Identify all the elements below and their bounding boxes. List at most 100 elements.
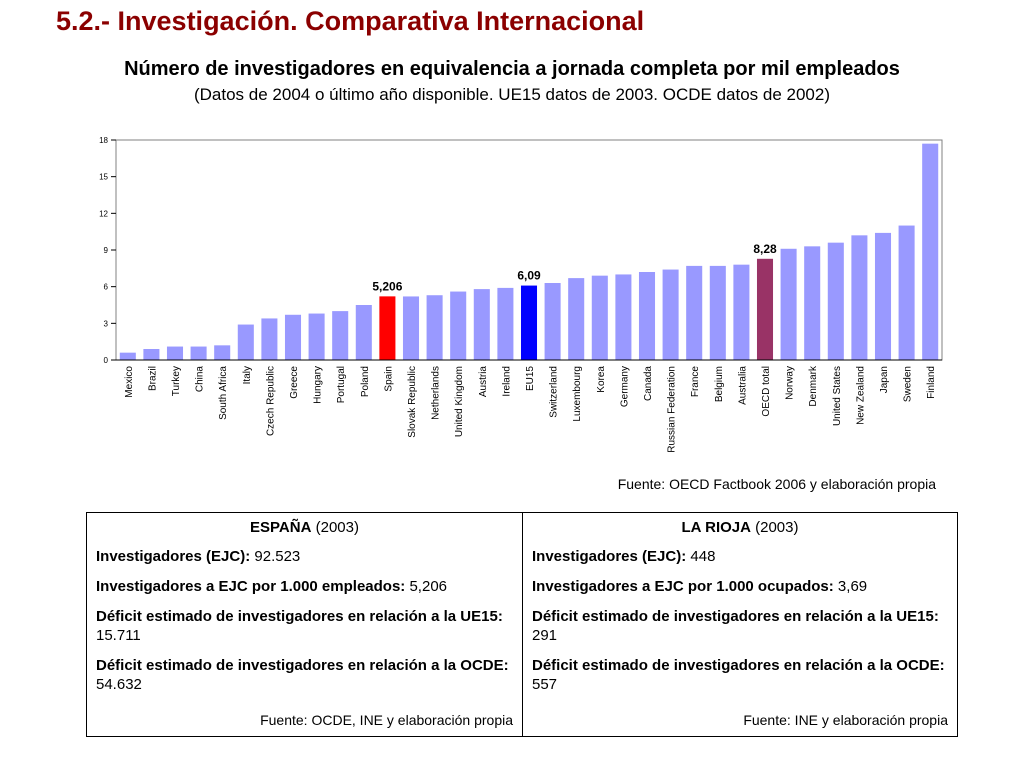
x-tick-label: Mexico (124, 366, 135, 398)
row-label: Déficit estimado de investigadores en re… (96, 608, 503, 625)
rioja-header-year: (2003) (750, 519, 799, 536)
row-label: Investigadores (EJC): (532, 548, 687, 565)
spain-row-deficit-oecd: Déficit estimado de investigadores en re… (96, 656, 513, 694)
row-value: 291 (532, 627, 558, 644)
x-tick-label: Norway (785, 366, 796, 400)
x-tick-label: Italy (242, 366, 253, 384)
rioja-header-name: LA RIOJA (681, 519, 751, 536)
row-label: Investigadores a EJC por 1.000 ocupados: (532, 578, 834, 595)
bar (190, 346, 207, 360)
y-tick-label: 18 (99, 136, 108, 145)
bar (922, 143, 939, 360)
x-tick-label: Slovak Republic (407, 366, 418, 438)
bar (827, 242, 844, 360)
x-tick-label: Finland (926, 366, 937, 399)
x-tick-label: Switzerland (549, 366, 560, 418)
bar (497, 287, 514, 360)
rioja-row-deficit-oecd: Déficit estimado de investigadores en re… (532, 656, 948, 694)
x-tick-label: South Africa (218, 366, 229, 420)
y-tick-label: 0 (104, 356, 109, 365)
data-label: 8,28 (753, 242, 777, 256)
bar (874, 232, 892, 360)
x-tick-label: Sweden (903, 366, 914, 402)
bar (355, 305, 372, 360)
rioja-source: Fuente: INE y elaboración propia (743, 712, 948, 728)
bar (450, 291, 467, 360)
x-tick-label: Denmark (808, 365, 819, 407)
bar-chart: 0 3 6 9 12 15 18 Mexico Brazil Turkey China South A… (99, 136, 943, 453)
bar (615, 274, 632, 360)
bar (780, 248, 797, 360)
chart-title: Número de investigadores en equivalencia… (124, 58, 900, 80)
bar (709, 265, 726, 360)
x-tick-label: Poland (360, 366, 371, 397)
x-tick-label: Spain (383, 366, 394, 392)
bar (261, 318, 278, 360)
row-value: 92.523 (250, 548, 301, 565)
x-tick-label: Netherlands (431, 366, 442, 420)
spain-row-deficit-eu15: Déficit estimado de investigadores en re… (96, 607, 513, 645)
row-label: Déficit estimado de investigadores en re… (96, 657, 509, 674)
bar (332, 311, 349, 360)
rioja-header: LA RIOJA (2003) (532, 518, 948, 537)
bar (686, 265, 703, 360)
slide-title: 5.2.- Investigación. Comparativa Interna… (56, 6, 645, 36)
bar (756, 258, 774, 360)
x-tick-label: United Kingdom (454, 366, 465, 437)
x-tick-label: Greece (289, 366, 300, 399)
row-label: Investigadores (EJC): (96, 548, 251, 565)
data-label: 6,09 (517, 269, 541, 283)
x-tick-label: Canada (643, 366, 654, 401)
x-tick-label: Brazil (147, 366, 158, 391)
bar (638, 272, 656, 360)
x-tick-label: United States (832, 366, 843, 426)
x-tick-label: Luxembourg (572, 366, 583, 422)
bar (426, 295, 443, 360)
x-tick-label: OECD total (761, 366, 772, 417)
row-value: 54.632 (96, 676, 142, 693)
y-tick-label: 12 (99, 209, 108, 218)
x-tick-label: Belgium (714, 366, 725, 402)
x-tick-label: Portugal (336, 366, 347, 403)
bar (119, 352, 136, 360)
x-tick-label: Russian Federation (667, 366, 678, 453)
x-tick-label: Korea (596, 366, 607, 393)
row-value: 3,69 (833, 578, 868, 595)
bar (214, 345, 231, 360)
spain-source: Fuente: OCDE, INE y elaboración propia (260, 712, 513, 728)
x-tick-label: Czech Republic (265, 366, 276, 436)
x-tick-label: France (690, 366, 701, 398)
spain-header-year: (2003) (311, 519, 359, 536)
x-tick-label: Turkey (171, 366, 182, 396)
row-value: 5,206 (405, 578, 448, 595)
bar (898, 225, 915, 360)
row-label: Investigadores a EJC por 1.000 empleados… (96, 578, 406, 595)
row-value: 448 (686, 548, 716, 565)
rioja-row-per-thousand: Investigadores a EJC por 1.000 ocupados:… (532, 577, 948, 596)
bar (237, 324, 254, 360)
y-tick-label: 6 (104, 283, 109, 292)
x-tick-label: Hungary (313, 366, 324, 404)
chart-source: Fuente: OECD Factbook 2006 y elaboración… (617, 476, 936, 492)
bar (308, 313, 325, 360)
x-tick-label: EU15 (525, 366, 536, 391)
bar (143, 349, 160, 360)
row-label: Déficit estimado de investigadores en re… (532, 657, 945, 674)
x-tick-label: Austria (478, 366, 489, 398)
bar (851, 235, 868, 360)
bar (473, 289, 490, 360)
row-value: 557 (532, 676, 558, 693)
chart-subtitle: (Datos de 2004 o último año disponible. … (193, 85, 831, 104)
rioja-row-deficit-eu15: Déficit estimado de investigadores en re… (532, 607, 948, 645)
bar (591, 275, 608, 360)
bar (544, 283, 561, 360)
bar (568, 278, 585, 360)
bar (166, 346, 184, 360)
data-label: 5,206 (372, 279, 402, 293)
x-tick-label: Ireland (501, 366, 512, 397)
spain-row-per-thousand: Investigadores a EJC por 1.000 empleados… (96, 577, 513, 596)
spain-row-researchers: Investigadores (EJC): 92.523 (96, 547, 513, 566)
bar (804, 246, 821, 360)
x-tick-label: New Zealand (855, 366, 866, 425)
spain-column: ESPAÑA (2003) Investigadores (EJC): 92.5… (87, 513, 522, 736)
